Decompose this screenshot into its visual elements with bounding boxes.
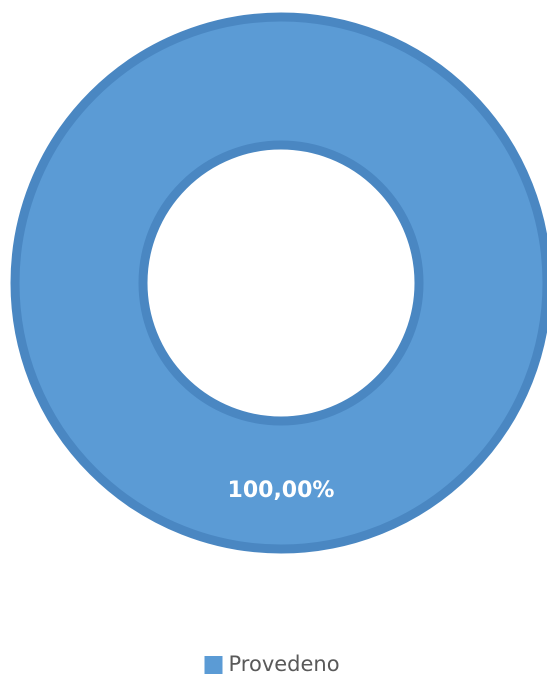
legend: Provedeno — [204, 652, 340, 676]
legend-swatch — [204, 656, 223, 674]
data-label: 100,00% — [228, 478, 335, 503]
donut-slice — [10, 12, 547, 554]
legend-label: Provedeno — [229, 652, 340, 676]
